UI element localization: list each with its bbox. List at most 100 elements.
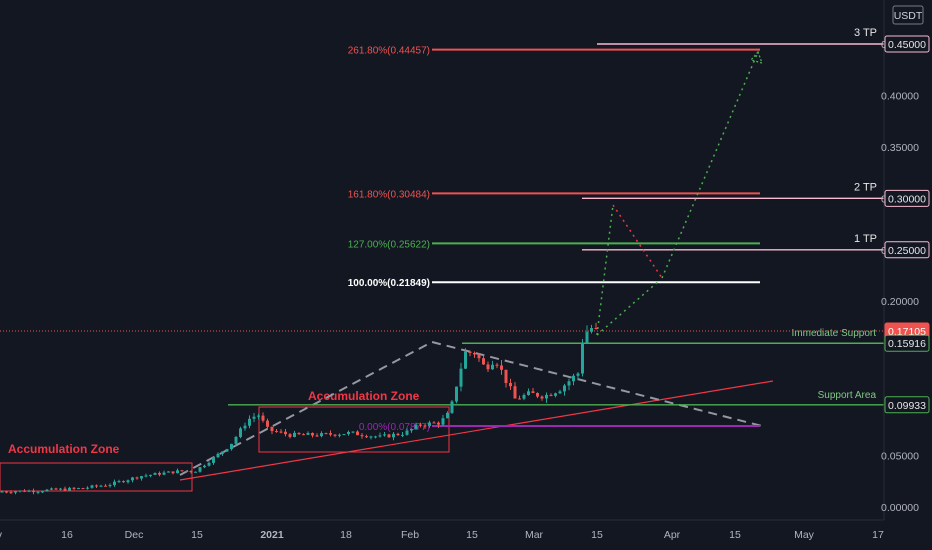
candle [117,479,121,483]
candle [531,387,535,394]
candle [248,415,251,429]
candle [414,422,418,431]
currency-badge[interactable]: USDT [892,5,924,25]
accumulation-zone-label-1: Accumulation Zone [8,442,120,456]
candle [320,431,323,438]
candle [122,480,125,483]
candle [302,433,305,436]
candle [567,378,571,391]
x-tick-label: Feb [401,529,419,541]
y-tick-label: 0.35000 [881,142,919,154]
candle [9,490,13,494]
candle [149,474,152,478]
dashed-triangle-pattern [179,340,763,476]
candle [450,399,454,414]
candle [482,355,485,365]
fib-level-label: 127.00%(0.25622) [348,239,430,250]
candle [50,487,53,491]
candle [126,479,130,484]
price-badge: 0.30000 [884,189,930,207]
candle [428,420,431,428]
support-lines: Immediate Support Support Area [228,328,884,406]
candle [243,422,247,431]
trendlines [179,340,774,481]
candle [279,429,283,434]
candle [131,476,134,483]
candle [257,413,260,420]
x-tick-label: Apr [664,529,681,541]
x-tick-label: 15 [591,529,603,541]
accumulation-zone-label-2: Accumulation Zone [308,389,420,403]
x-tick-label: 17 [872,529,884,541]
candle [351,431,355,434]
candle [140,475,143,481]
candle [180,470,184,472]
candle [495,362,499,369]
candle [144,473,148,478]
candle [293,430,296,438]
candle [176,468,179,474]
support-label: Immediate Support [792,328,877,339]
y-tick-label: 0.20000 [881,296,919,308]
candle [338,433,341,438]
candle [5,490,8,494]
candle [221,451,224,456]
candle [590,324,593,334]
candle [333,434,337,438]
price-badge: 0.09933 [884,396,930,414]
candle [104,484,107,487]
projection-path [596,50,764,336]
candle [342,433,346,436]
candle [153,472,157,475]
candle [554,392,557,398]
svg-text:0.45000: 0.45000 [888,39,926,51]
candle [297,432,301,435]
candle [311,432,314,438]
candle [378,432,382,438]
candle [113,479,116,487]
candle [212,456,215,465]
candle [18,490,22,493]
candle [171,471,175,475]
candle [0,490,4,493]
candle [266,418,269,430]
candle [392,432,395,441]
x-tick-label: 18 [340,529,352,541]
svg-text:0.25000: 0.25000 [888,245,926,257]
candle [167,471,170,473]
candle [455,386,458,404]
candle [203,464,206,469]
candle [513,382,517,399]
candle [194,471,197,473]
candle [275,428,278,433]
candle [540,395,544,401]
candle [27,489,31,493]
candle [585,325,589,345]
candle [374,435,377,439]
candle [284,429,287,437]
candle [234,435,238,446]
take-profit-label: 1 TP [854,233,877,245]
candle [36,490,40,495]
candle [396,432,400,437]
candle [432,421,436,424]
svg-text:0.15916: 0.15916 [888,338,926,350]
candle [576,372,580,381]
candle [306,431,310,435]
candle [216,452,220,458]
accumulation-zone-box-1 [0,462,193,492]
candle [410,428,413,433]
candle [522,393,526,401]
candlesticks [0,322,598,495]
price-badge: 0.45000 [884,35,930,53]
svg-text:0.09933: 0.09933 [888,400,926,412]
time-axis-ticks: Nov 16 Dec 15 2021 18 Feb 15 Mar 15 Apr 15 May 17 [0,529,884,541]
candle [365,434,368,439]
candle [446,411,449,419]
candle [477,353,481,362]
fib-level-label: 100.00%(0.21849) [348,278,430,289]
candle [288,433,292,439]
candle [225,448,229,452]
candle [77,487,80,490]
